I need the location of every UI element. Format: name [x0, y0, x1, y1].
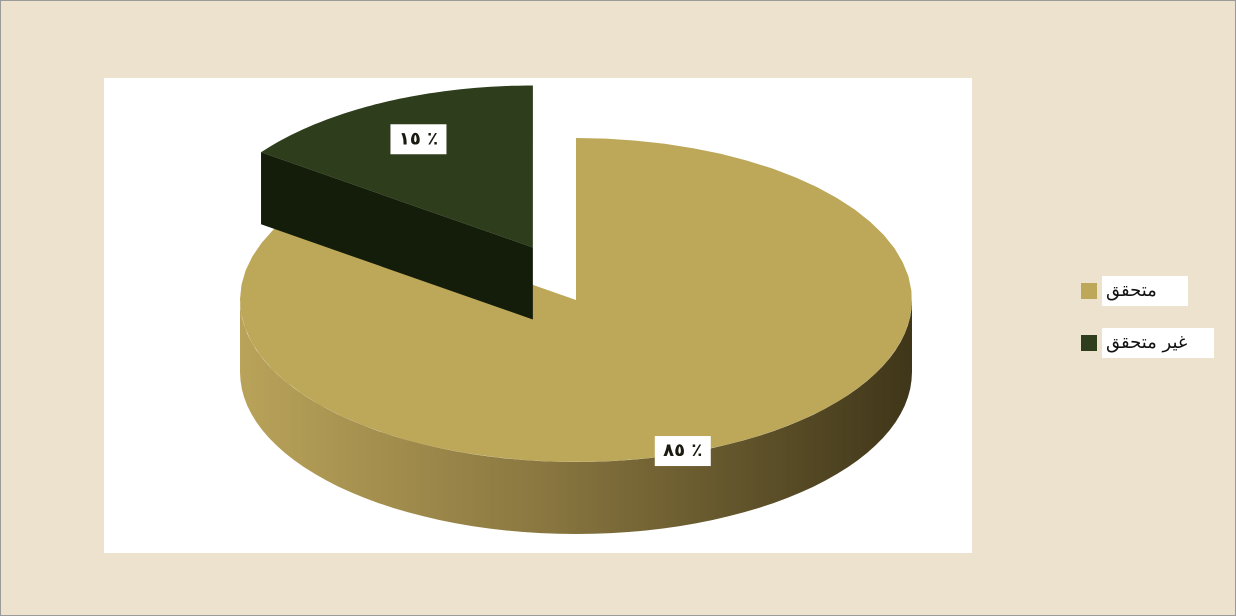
legend-swatch — [1081, 335, 1097, 351]
legend-label: غير متحقق — [1106, 332, 1187, 353]
slice — [261, 85, 533, 320]
legend-label-box — [1102, 328, 1214, 358]
legend-label-box — [1102, 276, 1188, 306]
slice-cut — [261, 152, 533, 320]
legend-label: متحقق — [1106, 280, 1157, 301]
legend-swatch — [1081, 283, 1097, 299]
data-label: ٨٥ ٪ — [663, 440, 702, 461]
data-label: ١٥ ٪ — [399, 128, 438, 149]
data-label-box — [654, 436, 711, 467]
data-label-box — [390, 124, 447, 155]
slice — [240, 138, 912, 534]
slice-top — [240, 138, 912, 462]
slice-side — [240, 300, 912, 534]
slice-top — [261, 85, 533, 248]
